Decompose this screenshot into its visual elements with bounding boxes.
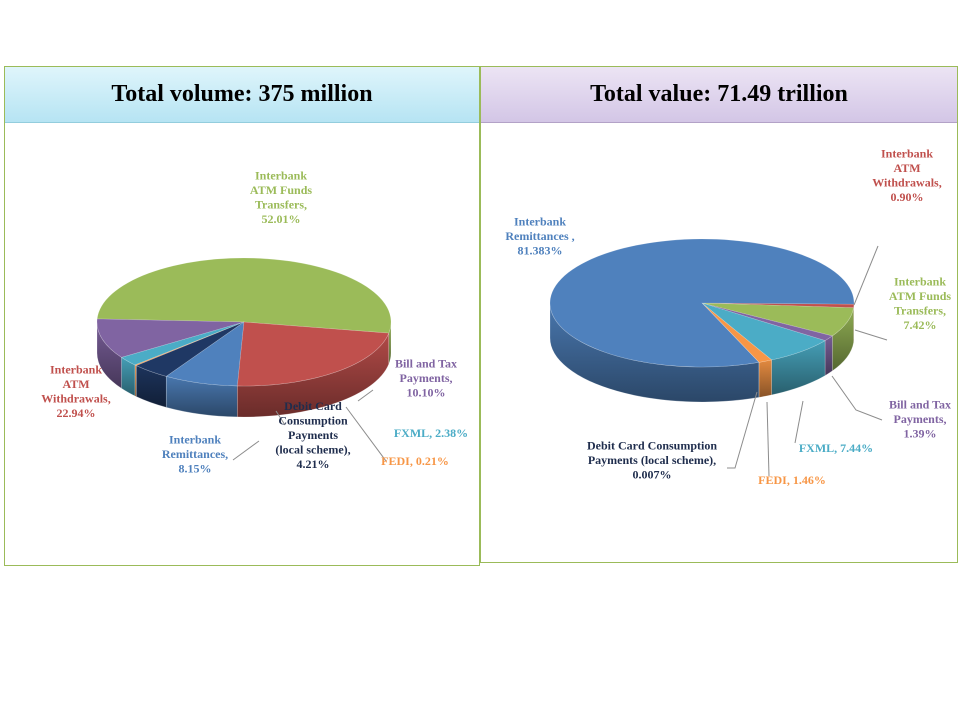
volume-chart-title: Total volume: 375 million xyxy=(5,67,479,123)
pie-slice xyxy=(701,302,834,341)
slice-label: FXML, 2.38% xyxy=(394,426,468,440)
pie-slice xyxy=(701,302,826,361)
value-chart-title: Total value: 71.49 trillion xyxy=(481,67,957,123)
slice-label: Debit Card Consumption Payments (local sche… xyxy=(275,399,350,471)
pie-top xyxy=(96,257,392,387)
pie-slice xyxy=(135,321,245,377)
slice-label: Bill and Tax Payments, 10.10% xyxy=(395,357,457,400)
pie-slice xyxy=(96,257,392,334)
pie-slice xyxy=(134,321,245,366)
pie-slice xyxy=(165,321,245,387)
leader-line xyxy=(275,410,286,426)
slice-label: Interbank Remittances , 81.383% xyxy=(505,215,574,258)
leader-line xyxy=(232,440,260,461)
pie-top xyxy=(549,238,855,368)
pie-chart-value: Interbank ATM Withdrawals, 0.90% Interbank AT… xyxy=(505,146,951,487)
slice-label: FEDI, 0.21% xyxy=(381,454,449,468)
slice-label: FXML, 7.44% xyxy=(799,441,873,455)
pie-side xyxy=(96,321,392,418)
pie-slice xyxy=(96,318,245,358)
leader-line xyxy=(794,400,804,444)
slice-label: Interbank ATM Withdrawals, 22.94% xyxy=(41,362,110,420)
slice-label: FEDI, 1.46% xyxy=(758,473,826,487)
pie-slice xyxy=(549,238,855,368)
slice-label: Bill and Tax Payments, 1.39% xyxy=(889,398,951,441)
leader-line xyxy=(766,401,770,477)
pie-slice xyxy=(701,302,854,337)
slice-label: Debit Card Consumption Payments (local sc… xyxy=(587,439,717,482)
leader-line xyxy=(357,389,374,402)
pie-chart-volume: Interbank ATM Funds Transfers, 52.01% Bill a… xyxy=(41,168,468,475)
pie-slice xyxy=(120,321,245,366)
slice-label: Interbank ATM Funds Transfers, 52.01% xyxy=(250,168,312,226)
pie-slice xyxy=(237,321,390,387)
pie-slice xyxy=(701,302,760,363)
leader-line xyxy=(854,329,888,341)
pie-slice-side xyxy=(758,359,772,398)
pie-slice-side xyxy=(824,335,833,377)
leader-line xyxy=(831,375,883,421)
leader-line xyxy=(853,245,879,306)
slice-label: Interbank ATM Withdrawals, 0.90% xyxy=(872,146,941,204)
pie-slice xyxy=(701,302,773,363)
leader-line xyxy=(727,391,758,469)
volume-chart-panel: Total volume: 375 million xyxy=(4,66,480,566)
leader-line xyxy=(345,406,387,462)
slice-label: Interbank ATM Funds Transfers, 7.42% xyxy=(889,274,951,332)
slice-label: Interbank Remittances, 8.15% xyxy=(162,433,228,476)
